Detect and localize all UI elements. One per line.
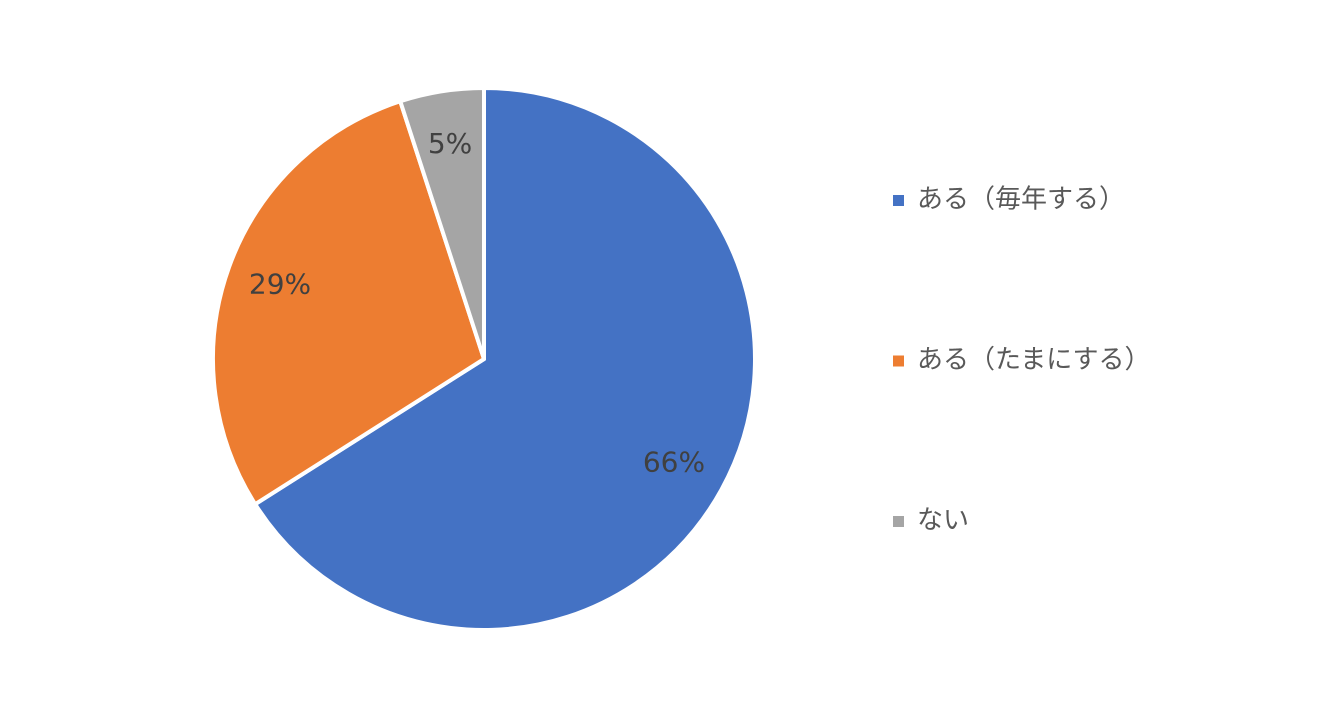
- legend-label: ある（毎年する）: [917, 185, 1125, 215]
- pie-slice: [398, 86, 486, 361]
- legend-label: ない: [917, 506, 969, 536]
- pie-slice: [253, 86, 757, 632]
- legend-label: ある（たまにする）: [917, 345, 1150, 375]
- legend-swatch: [893, 195, 904, 206]
- data-label: 29%: [249, 268, 311, 301]
- data-label: 66%: [643, 445, 705, 478]
- data-label: 5%: [428, 127, 472, 160]
- legend-swatch: [893, 516, 904, 527]
- legend-swatch: [893, 355, 904, 367]
- pie-slice: [211, 99, 486, 507]
